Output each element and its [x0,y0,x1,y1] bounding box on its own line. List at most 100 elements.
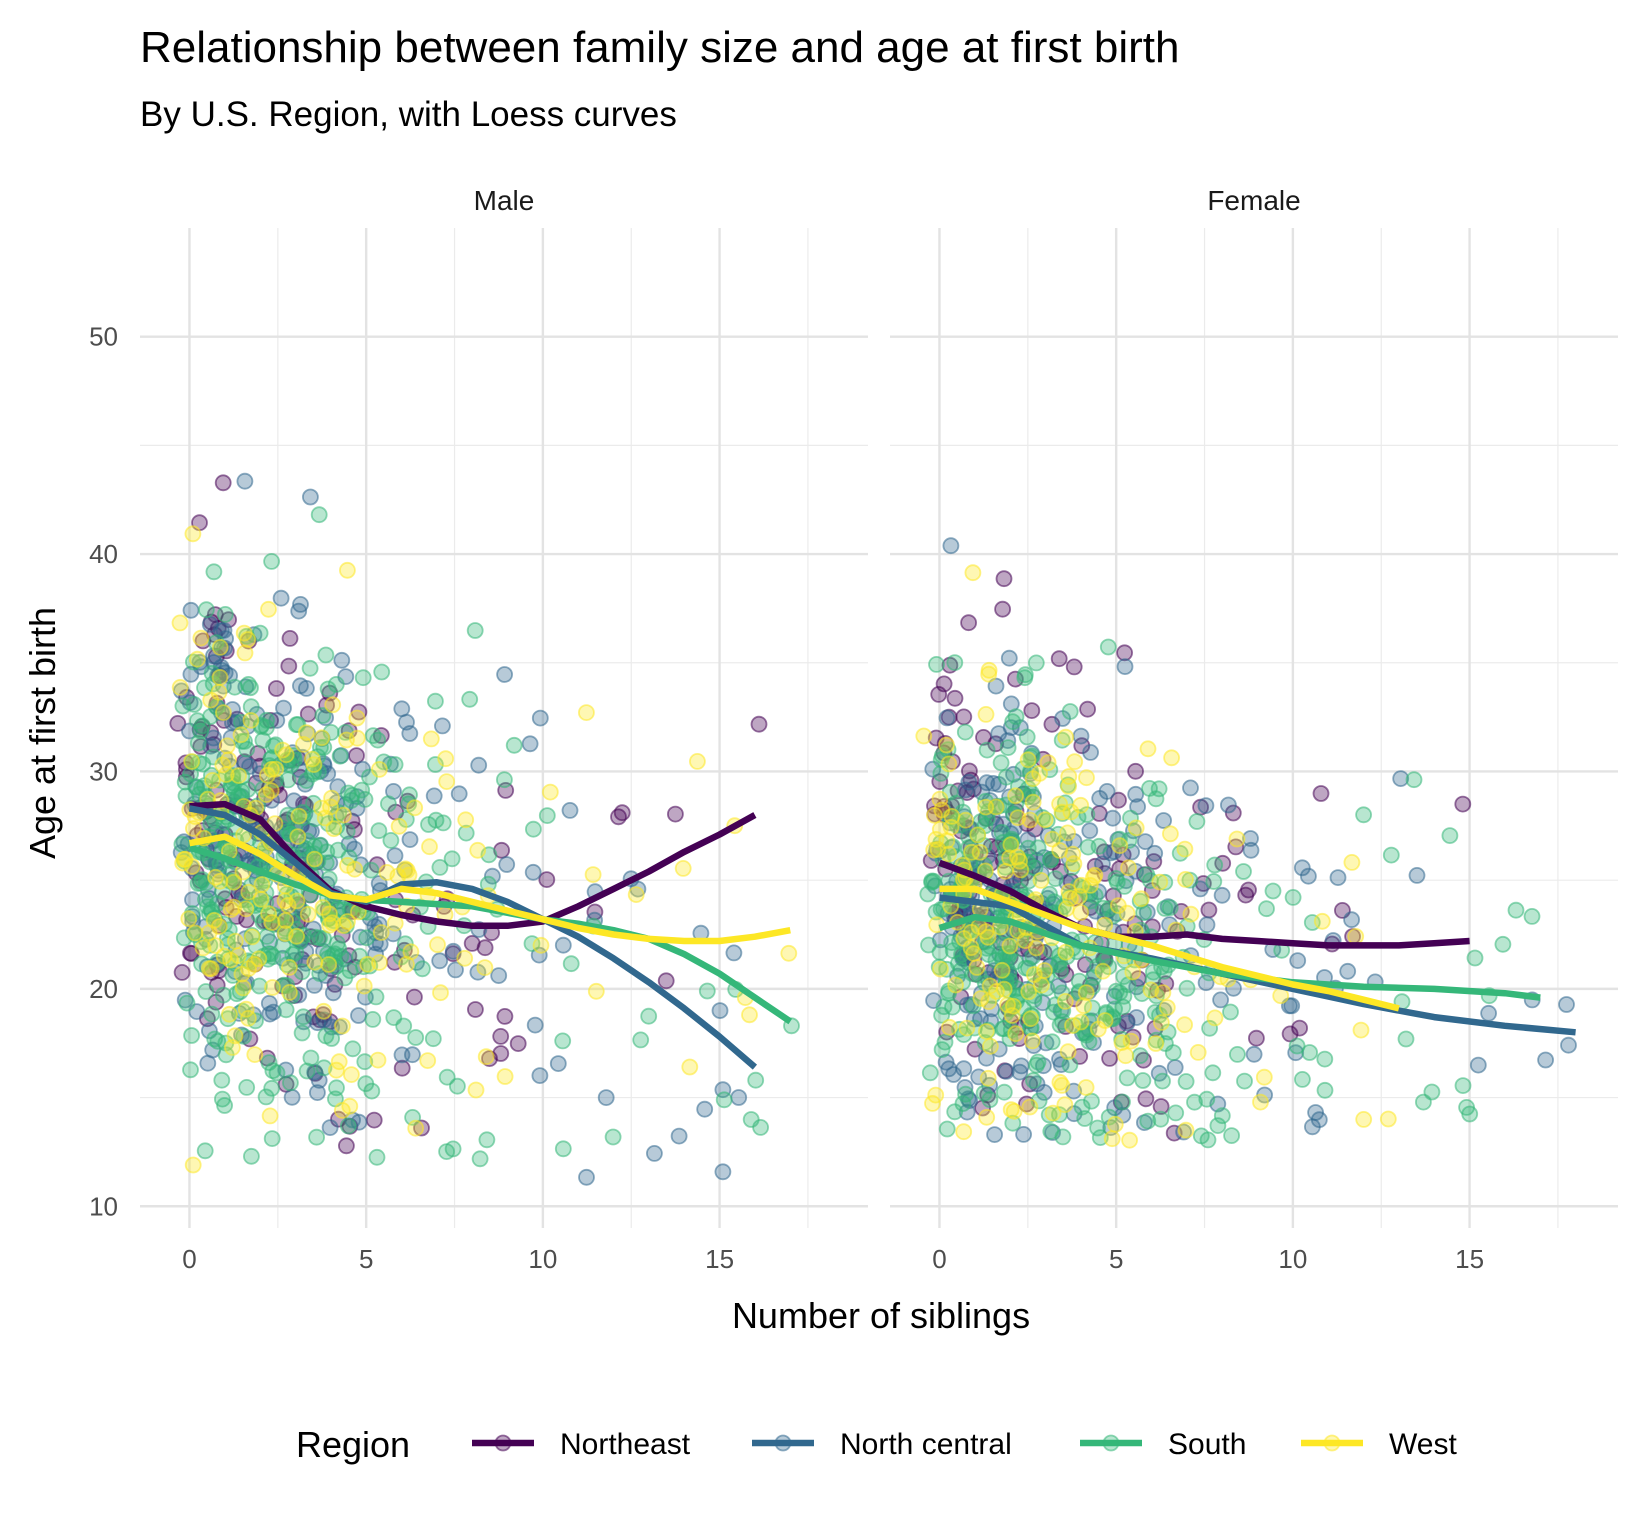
data-point [992,754,1010,772]
data-point [963,843,980,861]
data-point [1007,1025,1025,1043]
data-point [1006,953,1024,971]
data-point [1339,962,1357,980]
data-point [1024,793,1042,811]
data-point [1115,968,1133,985]
data-point [351,928,369,946]
data-point [931,821,949,838]
data-point [496,666,514,683]
data-point [1096,1012,1114,1029]
legend-item-south: South [1080,1428,1246,1461]
data-point [1162,825,1179,843]
data-point [422,730,440,748]
data-point [1078,769,1095,787]
data-point [183,753,201,770]
data-point [401,725,419,742]
data-point [366,918,384,935]
points-male [169,472,800,1186]
data-point [1132,890,1150,908]
data-point [225,898,243,916]
data-point [186,924,204,942]
data-point [291,677,309,695]
data-point [933,1041,951,1058]
data-point [1139,1112,1157,1130]
data-point [258,766,276,784]
data-point [940,845,958,863]
data-point [364,1011,382,1028]
data-point [1073,1098,1091,1116]
y-axis-title: Age at first birth [22,607,63,859]
data-point [1206,1009,1224,1027]
x-tick-label: 0 [932,1244,946,1274]
y-tick-label: 10 [89,1191,118,1221]
legend-key-point [494,1434,512,1452]
data-point [469,841,487,859]
data-point [237,900,255,918]
data-point [322,724,340,741]
data-point [1397,1030,1415,1048]
data-point [927,903,945,921]
data-point [1222,1003,1239,1021]
data-point [1379,1110,1397,1128]
data-point [476,959,494,976]
data-point [1213,886,1231,904]
data-point [1022,1010,1040,1028]
data-point [1480,1004,1497,1022]
data-point [358,929,376,947]
data-point [426,692,444,710]
loess-curve-north-central [939,894,1576,1036]
data-point [371,954,388,971]
data-point [368,1148,386,1166]
data-point [995,570,1013,588]
data-point [202,815,220,832]
data-point [365,1111,383,1129]
data-point [940,1060,958,1078]
data-point [253,876,271,893]
data-point [549,1055,567,1072]
data-point [1197,974,1215,992]
data-point [689,753,706,770]
data-point [184,820,202,837]
data-point [1065,658,1083,676]
data-point [477,1048,495,1066]
data-point [325,820,343,838]
data-point [1198,1090,1216,1108]
data-point [1312,785,1330,802]
data-point [711,1002,729,1019]
data-point [197,601,215,619]
data-point [1142,981,1160,999]
data-point [1025,1072,1042,1089]
data-point [324,984,342,1002]
data-point [182,601,200,619]
data-point [281,984,298,1001]
data-point [1316,1050,1334,1068]
data-point [928,656,945,673]
data-point [681,1058,699,1076]
data-point [495,771,513,789]
data-point [931,943,949,961]
data-point [496,1068,514,1085]
data-point [1523,908,1541,925]
data-point [562,955,580,973]
data-point [173,964,191,981]
data-point [184,891,201,909]
data-point [243,928,261,946]
data-point [597,1089,615,1106]
data-point [216,606,234,623]
data-point [1146,844,1164,862]
data-point [283,1088,301,1106]
data-point [246,897,264,914]
data-point [386,847,404,865]
data-point [1124,963,1142,981]
data-point [236,472,254,490]
data-point [318,843,336,861]
data-point [741,1006,758,1024]
data-point [1178,979,1196,997]
data-point [1352,1021,1370,1039]
data-point [957,1085,974,1103]
data-point [987,677,1005,695]
data-point [1177,871,1194,888]
data-point [285,751,303,769]
data-point [1005,997,1022,1015]
data-point [214,986,232,1004]
